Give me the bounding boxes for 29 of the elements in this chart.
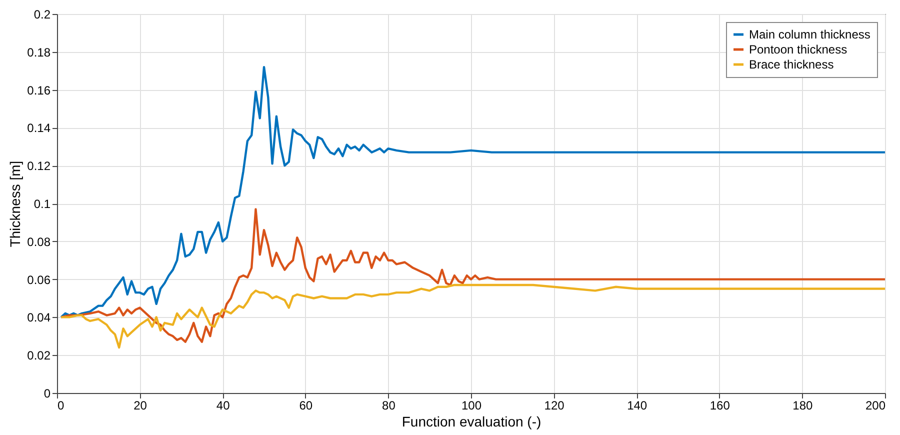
x-tick-label: 140 xyxy=(627,398,648,412)
legend-label: Main column thickness xyxy=(749,28,870,42)
legend-label: Pontoon thickness xyxy=(749,42,848,56)
y-tick-label: 0.1 xyxy=(34,197,51,211)
y-tick-label: 0.02 xyxy=(27,348,51,363)
x-tick-label: 100 xyxy=(461,398,482,412)
y-tick-label: 0.08 xyxy=(27,234,51,249)
x-tick-label: 160 xyxy=(710,398,730,412)
y-tick-label: 0.04 xyxy=(27,310,51,325)
x-tick-label: 20 xyxy=(134,398,148,412)
x-tick-label: 200 xyxy=(865,398,886,412)
y-tick-label: 0.2 xyxy=(34,8,51,22)
x-tick-label: 180 xyxy=(792,398,814,412)
y-tick-label: 0 xyxy=(44,386,51,400)
x-axis-title: Function evaluation (-) xyxy=(402,414,542,430)
line-series xyxy=(60,208,885,343)
y-tick-label: 0.16 xyxy=(27,83,51,98)
y-tick-label: 0.14 xyxy=(27,121,51,136)
x-tick-label: 120 xyxy=(544,398,565,412)
y-tick-label: 0.12 xyxy=(27,159,51,174)
x-tick-label: 40 xyxy=(216,398,230,412)
y-tick-label: 0.18 xyxy=(27,45,51,60)
y-tick-label: 0.06 xyxy=(27,272,51,287)
x-tick-label: 80 xyxy=(382,398,396,412)
line-series xyxy=(60,284,885,349)
x-tick-label: 60 xyxy=(299,398,313,412)
legend-label: Brace thickness xyxy=(749,58,834,72)
x-tick-label: 0 xyxy=(58,398,64,412)
y-axis-title: Thickness [m] xyxy=(7,160,24,248)
